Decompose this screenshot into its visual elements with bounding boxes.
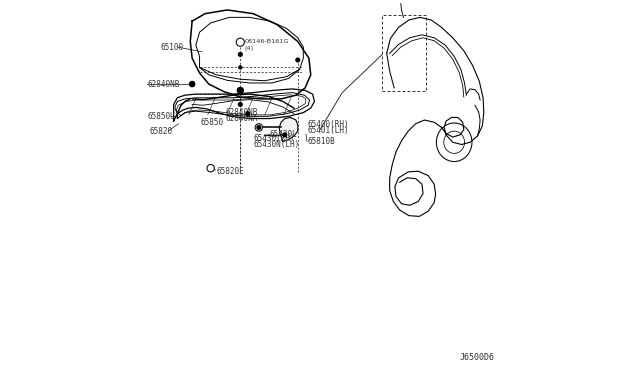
Polygon shape: [279, 118, 298, 141]
Circle shape: [246, 112, 250, 116]
Text: 65430L: 65430L: [270, 130, 298, 140]
Text: 08146-B161G: 08146-B161G: [244, 39, 289, 44]
Circle shape: [255, 124, 262, 131]
Text: (4): (4): [244, 46, 254, 51]
Text: 65100: 65100: [161, 42, 184, 51]
Circle shape: [189, 81, 195, 87]
Circle shape: [257, 126, 260, 129]
Text: 65850U: 65850U: [148, 112, 175, 121]
Text: 65820: 65820: [150, 126, 173, 136]
Text: 65430(RH): 65430(RH): [253, 134, 295, 143]
Text: 65850: 65850: [201, 119, 224, 128]
Circle shape: [237, 87, 243, 93]
Text: J6500D6: J6500D6: [459, 353, 494, 362]
Circle shape: [239, 103, 242, 106]
Text: B: B: [238, 40, 243, 45]
Text: 65430N(LH): 65430N(LH): [253, 140, 300, 149]
Circle shape: [208, 166, 213, 171]
Text: 65820E: 65820E: [216, 167, 244, 176]
Text: 62840NB: 62840NB: [148, 80, 180, 89]
Text: 62840NB: 62840NB: [225, 108, 258, 117]
Circle shape: [239, 52, 242, 56]
Text: 62840NA: 62840NA: [225, 114, 258, 123]
Text: 65401(LH): 65401(LH): [307, 126, 349, 135]
Circle shape: [236, 38, 244, 46]
Circle shape: [296, 58, 300, 62]
Text: 65400(RH): 65400(RH): [307, 121, 349, 129]
Circle shape: [239, 66, 242, 69]
Circle shape: [283, 133, 287, 137]
Circle shape: [207, 164, 214, 172]
Text: 65810B: 65810B: [307, 137, 335, 146]
